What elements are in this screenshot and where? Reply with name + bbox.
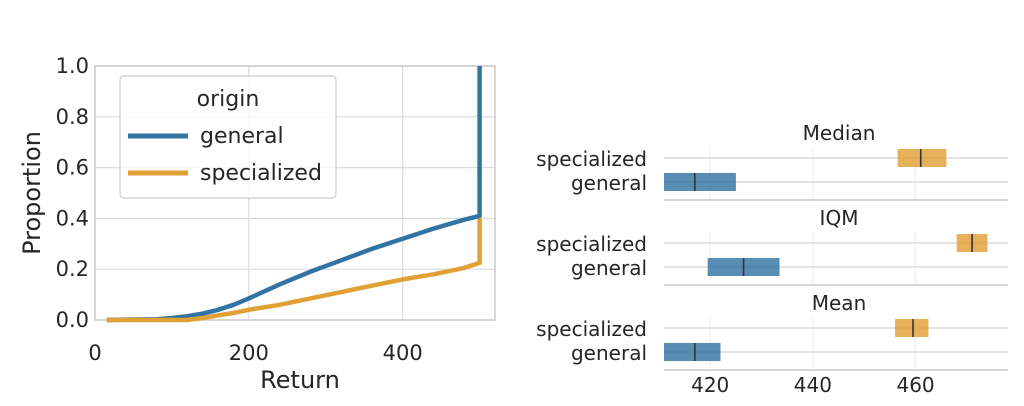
panel-iqm: IQM specialized general <box>536 206 1008 286</box>
legend: origin general specialized <box>119 75 337 199</box>
legend-label-specialized: specialized <box>200 161 322 186</box>
interval-x-tick-label: 420 <box>691 373 729 397</box>
ecdf-y-tick-label: 0.6 <box>56 156 89 180</box>
ecdf-y-tick-label: 0.2 <box>56 257 89 281</box>
legend-label-general: general <box>200 124 284 149</box>
panel-title-mean: Mean <box>812 291 867 315</box>
interval-chart: Median specialized general IQM specializ… <box>536 121 1008 397</box>
panel-title-iqm: IQM <box>820 206 859 230</box>
interval-bar-specialized <box>895 319 929 337</box>
ecdf-line-specialized <box>106 218 482 323</box>
ecdf-y-tick-label: 0.0 <box>56 308 89 332</box>
category-label-general: general <box>571 256 647 280</box>
ecdf-y-ticks: 0.0 0.2 0.4 0.6 0.8 1.0 <box>56 54 89 332</box>
ecdf-y-tick-label: 0.4 <box>56 206 89 230</box>
interval-bar-general <box>664 343 721 361</box>
category-label-specialized: specialized <box>536 317 647 341</box>
interval-x-tick-label: 440 <box>794 373 832 397</box>
legend-box <box>119 75 337 199</box>
category-label-general: general <box>571 171 647 195</box>
category-label-specialized: specialized <box>536 232 647 256</box>
ecdf-series <box>106 66 482 323</box>
panel-title-median: Median <box>803 121 876 145</box>
category-label-specialized: specialized <box>536 147 647 171</box>
category-label-general: general <box>571 341 647 365</box>
ecdf-x-ticks: 0 200 400 <box>88 341 422 365</box>
ecdf-x-tick-label: 200 <box>229 341 269 365</box>
ecdf-plot-frame <box>94 65 496 321</box>
ecdf-y-axis-label: Proportion <box>18 131 46 255</box>
ecdf-line-general <box>106 66 482 323</box>
legend-title: origin <box>197 87 260 112</box>
ecdf-x-tick-label: 0 <box>88 341 101 365</box>
ecdf-x-axis-label: Return <box>260 366 340 394</box>
ecdf-y-tick-label: 1.0 <box>56 54 89 78</box>
interval-bar-general <box>664 173 736 191</box>
ecdf-x-tick-label: 400 <box>383 341 423 365</box>
ecdf-y-tick-label: 0.8 <box>56 105 89 129</box>
panel-median: Median specialized general <box>536 121 1008 201</box>
interval-x-ticks: 420 440 460 <box>691 373 935 397</box>
ecdf-chart: 0 200 400 0.0 0.2 0.4 0.6 0.8 1.0 Return Propor… <box>18 54 496 394</box>
panel-mean: Mean specialized general <box>536 291 1008 371</box>
interval-bar-specialized <box>897 149 947 167</box>
interval-x-tick-label: 460 <box>896 373 934 397</box>
